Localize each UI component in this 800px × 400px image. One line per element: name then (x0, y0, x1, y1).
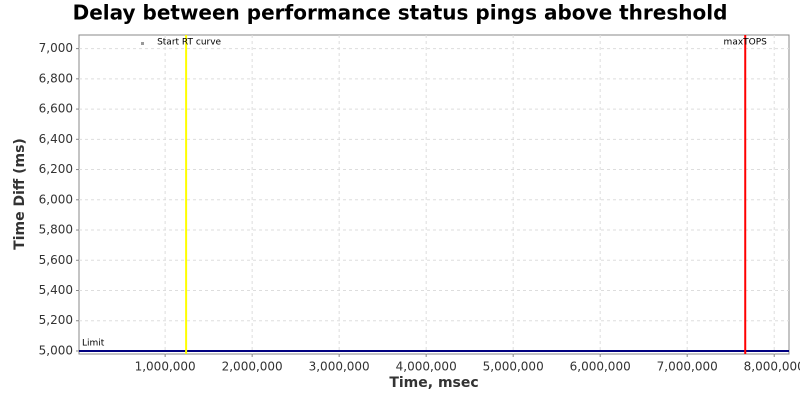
y-tick-label: 5,600 (39, 253, 73, 267)
x-tick-label: 2,000,000 (222, 360, 283, 374)
x-axis-label: Time, msec (389, 375, 478, 391)
y-tick-label: 5,800 (39, 223, 73, 237)
marker-label: maxTOPS (724, 38, 768, 48)
x-tick-label: 6,000,000 (570, 360, 631, 374)
chart-title: Delay between performance status pings a… (73, 1, 728, 25)
y-tick-label: 6,000 (39, 192, 73, 206)
y-tick-label: 6,200 (39, 162, 73, 176)
y-tick-label: 7,000 (39, 41, 73, 55)
marker-label: Start RT curve (157, 38, 221, 48)
x-tick-label: 7,000,000 (657, 360, 718, 374)
y-tick-label: 6,400 (39, 132, 73, 146)
x-tick-label: 3,000,000 (309, 360, 370, 374)
y-tick-label: 6,600 (39, 102, 73, 116)
x-tick-label: 8,000,000 (744, 360, 800, 374)
x-tick-label: 4,000,000 (396, 360, 457, 374)
y-tick-label: 5,200 (39, 313, 73, 327)
y-tick-label: 5,000 (39, 343, 73, 357)
plot-area (78, 34, 790, 355)
y-tick-label: 6,800 (39, 71, 73, 85)
annotation-dot (141, 42, 144, 45)
x-tick-label: 5,000,000 (483, 360, 544, 374)
y-tick-label: 5,400 (39, 283, 73, 297)
y-axis-label: Time Diff (ms) (12, 138, 28, 250)
marker-label: Limit (82, 338, 105, 348)
x-tick-label: 1,000,000 (135, 360, 196, 374)
